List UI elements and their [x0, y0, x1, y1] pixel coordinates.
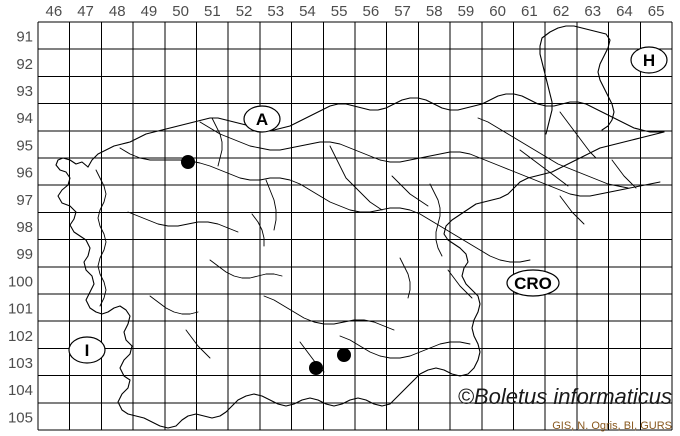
y-axis-tick-label: 103 [8, 355, 33, 372]
copyright-label: ©Boletus informaticus [458, 384, 672, 409]
y-axis-tick-label: 95 [16, 137, 33, 154]
y-axis-labels: 91 92 93 94 95 96 97 98 99 100 101 102 103 104 105 [8, 29, 33, 427]
river-reka [149, 295, 199, 315]
occurrence-records [181, 155, 351, 375]
country-code-label-a: A [256, 110, 268, 129]
country-code-badges: A H I CRO [68, 46, 668, 364]
x-axis-tick-label: 58 [426, 3, 443, 20]
y-axis-tick-label: 105 [8, 409, 33, 426]
x-axis-labels: 46 47 48 49 50 51 52 53 54 55 56 57 58 59 60 61 62 63 64 65 [46, 3, 665, 20]
x-axis-tick-label: 63 [584, 3, 601, 20]
river-tributary-c [447, 269, 473, 299]
occurrence-dot [181, 155, 195, 169]
y-axis-tick-label: 92 [16, 56, 33, 73]
x-axis-tick-label: 54 [299, 3, 316, 20]
x-axis-tick-label: 49 [141, 3, 158, 20]
river-drava [199, 121, 661, 197]
y-axis-tick-label: 98 [16, 219, 33, 236]
x-axis-tick-label: 60 [489, 3, 506, 20]
country-code-label-i: I [85, 341, 90, 360]
slovenia-border-north [87, 93, 665, 168]
river-idrijca [127, 211, 239, 233]
x-axis-tick-label: 61 [521, 3, 538, 20]
river-soca [95, 169, 107, 307]
country-border-group [55, 25, 665, 429]
x-axis-tick-label: 48 [109, 3, 126, 20]
x-axis-tick-label: 53 [267, 3, 284, 20]
river-savinja [329, 145, 383, 211]
y-axis-tick-label: 100 [8, 273, 33, 290]
x-axis-tick-label: 62 [553, 3, 570, 20]
river-ljubljanica [209, 259, 283, 279]
country-code-ellipse-i [68, 336, 106, 364]
river-tributary-b [399, 257, 411, 299]
slovenia-border [55, 131, 665, 429]
x-axis-tick-label: 57 [394, 3, 411, 20]
y-axis-tick-label: 102 [8, 328, 33, 345]
river-dravinja [391, 175, 429, 207]
x-axis-tick-label: 46 [46, 3, 63, 20]
utm-grid [37, 21, 673, 431]
y-axis-tick-label: 104 [8, 382, 33, 399]
prekmurje-border [539, 25, 615, 135]
country-code-ellipse-h [630, 46, 668, 74]
river-tributary-a [265, 179, 277, 231]
country-code-ellipse-a [243, 105, 281, 133]
y-axis-tick-label: 94 [16, 110, 33, 127]
river-sotla [429, 183, 443, 257]
y-axis-tick-label: 91 [16, 29, 33, 46]
x-axis-tick-label: 55 [331, 3, 348, 20]
x-axis-tick-label: 47 [77, 3, 94, 20]
river-tributary-f [559, 195, 585, 225]
y-axis-tick-label: 93 [16, 83, 33, 100]
x-axis-tick-label: 52 [236, 3, 253, 20]
y-axis-tick-label: 101 [8, 301, 33, 318]
country-code-label-h: H [643, 51, 655, 70]
x-axis-tick-label: 64 [616, 3, 633, 20]
x-axis-tick-label: 51 [204, 3, 221, 20]
y-axis-tick-label: 96 [16, 165, 33, 182]
river-krka [263, 295, 395, 331]
x-axis-tick-label: 59 [458, 3, 475, 20]
y-axis-tick-label: 99 [16, 246, 33, 263]
x-axis-tick-label: 56 [363, 3, 380, 20]
river-mura [477, 117, 629, 189]
occurrence-dot [309, 361, 323, 375]
river-kolpa [339, 335, 471, 359]
x-axis-tick-label: 50 [172, 3, 189, 20]
river-upper-sava [211, 117, 223, 167]
river-tributary-g [611, 159, 637, 189]
attribution-label: GIS, N. Ogris, BI, GURS [552, 420, 672, 432]
country-code-ellipse-cro [506, 269, 560, 297]
river-network [95, 111, 661, 373]
country-code-label-cro: CRO [514, 274, 552, 293]
river-tributary-h [251, 213, 265, 247]
y-axis-tick-label: 97 [16, 192, 33, 209]
river-pesnica [519, 149, 569, 187]
x-axis-tick-label: 65 [648, 3, 665, 20]
occurrence-dot [337, 348, 351, 362]
river-sava [119, 147, 531, 263]
river-tributary-d [185, 329, 211, 359]
river-ledava [559, 111, 597, 159]
